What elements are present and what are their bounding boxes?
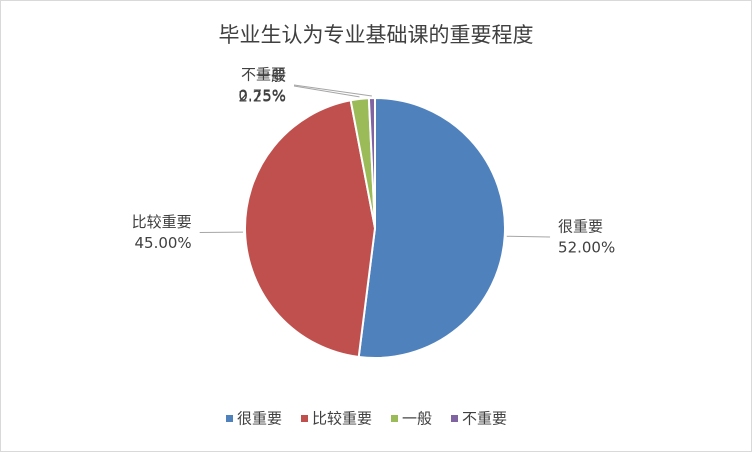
data-label-value: 0.75% [238, 87, 286, 105]
legend-entry: 一般 [402, 410, 432, 428]
data-label-name: 不重要 [241, 66, 286, 84]
data-label-value: 45.00% [134, 234, 191, 252]
legend-marker [451, 415, 458, 422]
legend-marker [391, 415, 398, 422]
leader-line [506, 235, 551, 238]
leader-line [293, 84, 372, 97]
data-label-value: 52.00% [558, 238, 615, 256]
legend-entry: 比较重要 [312, 410, 372, 428]
pie-slice [357, 96, 506, 359]
data-label-name: 比较重要 [132, 213, 192, 231]
legend-marker [301, 415, 308, 422]
legend-marker [226, 415, 233, 422]
data-label-value: 2.25% [238, 87, 286, 105]
pie-slice [367, 96, 376, 229]
legend-entry: 不重要 [462, 410, 507, 428]
legend-entry: 很重要 [237, 410, 282, 428]
data-label-name: 一般 [256, 66, 286, 84]
leader-line [293, 85, 360, 98]
data-label-name: 很重要 [558, 217, 603, 235]
chart-title: 毕业生认为专业基础课的重要程度 [219, 23, 534, 47]
pie-slice [244, 99, 377, 359]
